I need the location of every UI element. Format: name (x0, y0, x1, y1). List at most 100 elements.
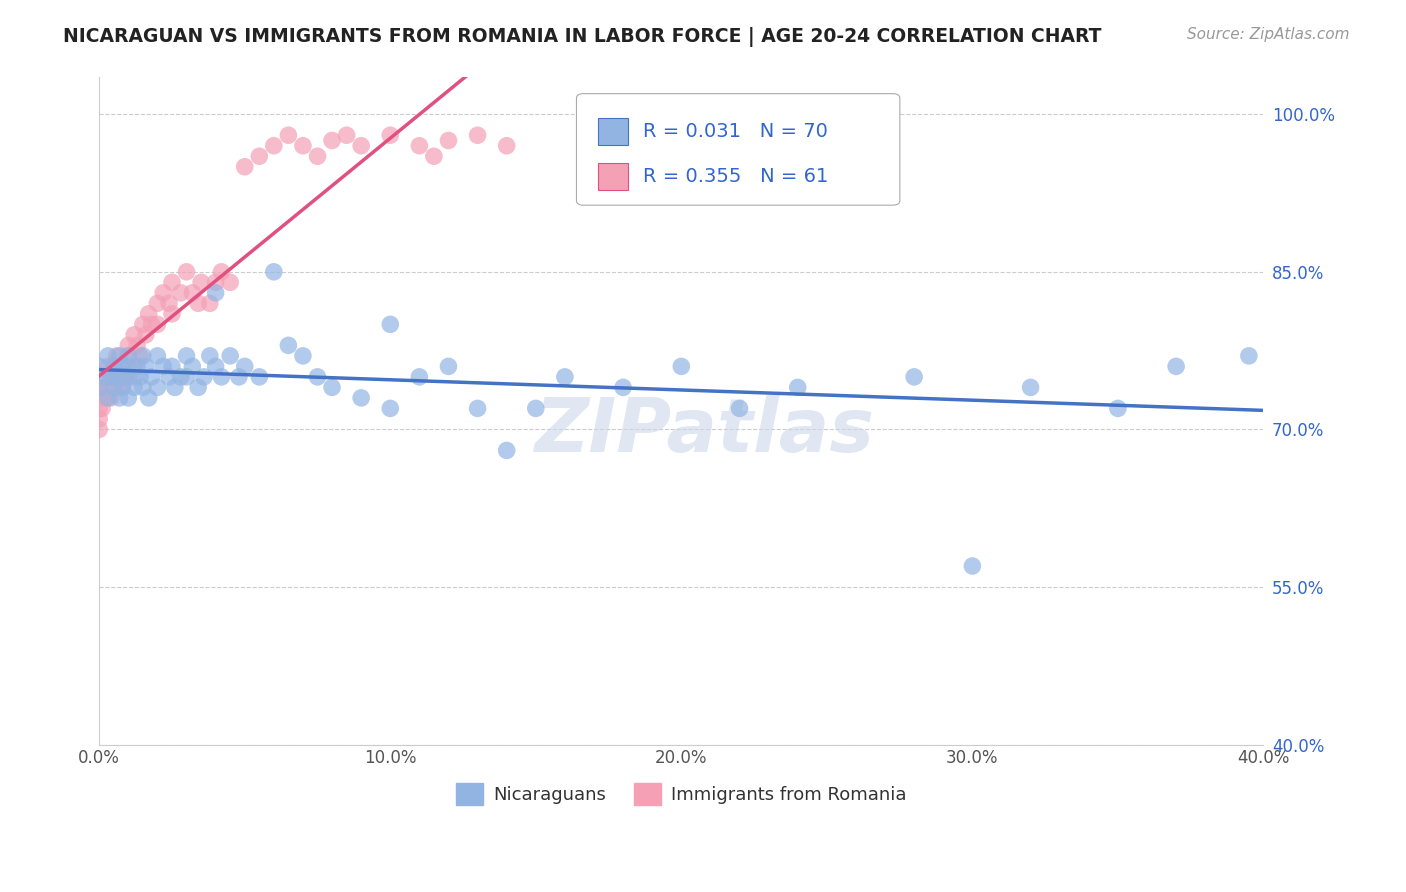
Legend: Nicaraguans, Immigrants from Romania: Nicaraguans, Immigrants from Romania (449, 776, 914, 813)
Point (176, 370, 198, 384)
Point (146, 296, 169, 310)
Point (380, 318, 402, 332)
Point (437, 359, 460, 374)
Point (233, 160, 256, 174)
Point (211, 370, 233, 384)
Point (211, 265, 233, 279)
Point (160, 275, 183, 289)
Point (89, 391, 111, 405)
Point (117, 391, 139, 405)
Point (97, 359, 120, 374)
Point (103, 380, 125, 394)
Point (423, 149, 446, 163)
Point (132, 380, 155, 394)
Point (103, 370, 125, 384)
Point (146, 318, 169, 332)
Point (94, 370, 117, 384)
Point (138, 307, 160, 321)
Point (111, 380, 134, 394)
Point (111, 359, 134, 374)
Point (467, 401, 489, 416)
Point (176, 349, 198, 363)
Point (97, 391, 120, 405)
Point (307, 370, 329, 384)
Point (187, 380, 209, 394)
Point (114, 370, 136, 384)
Text: Source: ZipAtlas.com: Source: ZipAtlas.com (1187, 27, 1350, 42)
Point (350, 138, 373, 153)
Point (962, 559, 984, 574)
Point (163, 380, 186, 394)
Point (117, 349, 139, 363)
Point (247, 370, 270, 384)
Point (160, 359, 183, 374)
Point (204, 285, 226, 300)
Point (108, 349, 131, 363)
Point (176, 265, 198, 279)
Point (97, 349, 120, 363)
Point (336, 128, 359, 143)
Point (277, 128, 299, 143)
Point (157, 296, 180, 310)
Point (1164, 359, 1187, 374)
Point (728, 401, 751, 416)
Point (129, 349, 152, 363)
Point (263, 265, 285, 279)
Point (247, 149, 270, 163)
Point (307, 149, 329, 163)
Point (94, 391, 117, 405)
Point (277, 338, 299, 352)
Point (198, 349, 221, 363)
Point (495, 138, 517, 153)
Point (495, 443, 517, 458)
Point (105, 349, 128, 363)
Point (94, 370, 117, 384)
Point (89, 380, 111, 394)
Point (105, 380, 128, 394)
Point (380, 128, 402, 143)
Point (132, 318, 155, 332)
Point (524, 401, 547, 416)
Point (350, 391, 373, 405)
Point (122, 359, 145, 374)
Point (219, 275, 242, 289)
Point (181, 359, 204, 374)
Point (122, 370, 145, 384)
Point (117, 349, 139, 363)
Point (91, 380, 114, 394)
Point (103, 359, 125, 374)
Point (141, 318, 163, 332)
Point (117, 338, 139, 352)
Point (198, 296, 221, 310)
Point (321, 133, 343, 147)
Point (181, 285, 204, 300)
Point (190, 275, 212, 289)
Point (204, 275, 226, 289)
Point (89, 401, 111, 416)
Point (1019, 380, 1042, 394)
Point (89, 422, 111, 436)
Point (671, 359, 693, 374)
Point (1237, 349, 1260, 363)
Point (114, 370, 136, 384)
Point (138, 391, 160, 405)
Point (146, 380, 169, 394)
Point (152, 359, 174, 374)
Text: ZIPatlas: ZIPatlas (534, 394, 875, 467)
Point (380, 401, 402, 416)
Point (146, 349, 169, 363)
Point (291, 349, 314, 363)
Point (100, 370, 122, 384)
Point (321, 380, 343, 394)
Text: R = 0.355   N = 61: R = 0.355 N = 61 (643, 167, 828, 186)
Point (408, 138, 430, 153)
Point (91, 401, 114, 416)
Point (105, 370, 128, 384)
Point (111, 359, 134, 374)
Point (89, 359, 111, 374)
Point (108, 370, 131, 384)
Point (89, 412, 111, 426)
Point (1107, 401, 1129, 416)
Point (228, 370, 250, 384)
Point (100, 391, 122, 405)
